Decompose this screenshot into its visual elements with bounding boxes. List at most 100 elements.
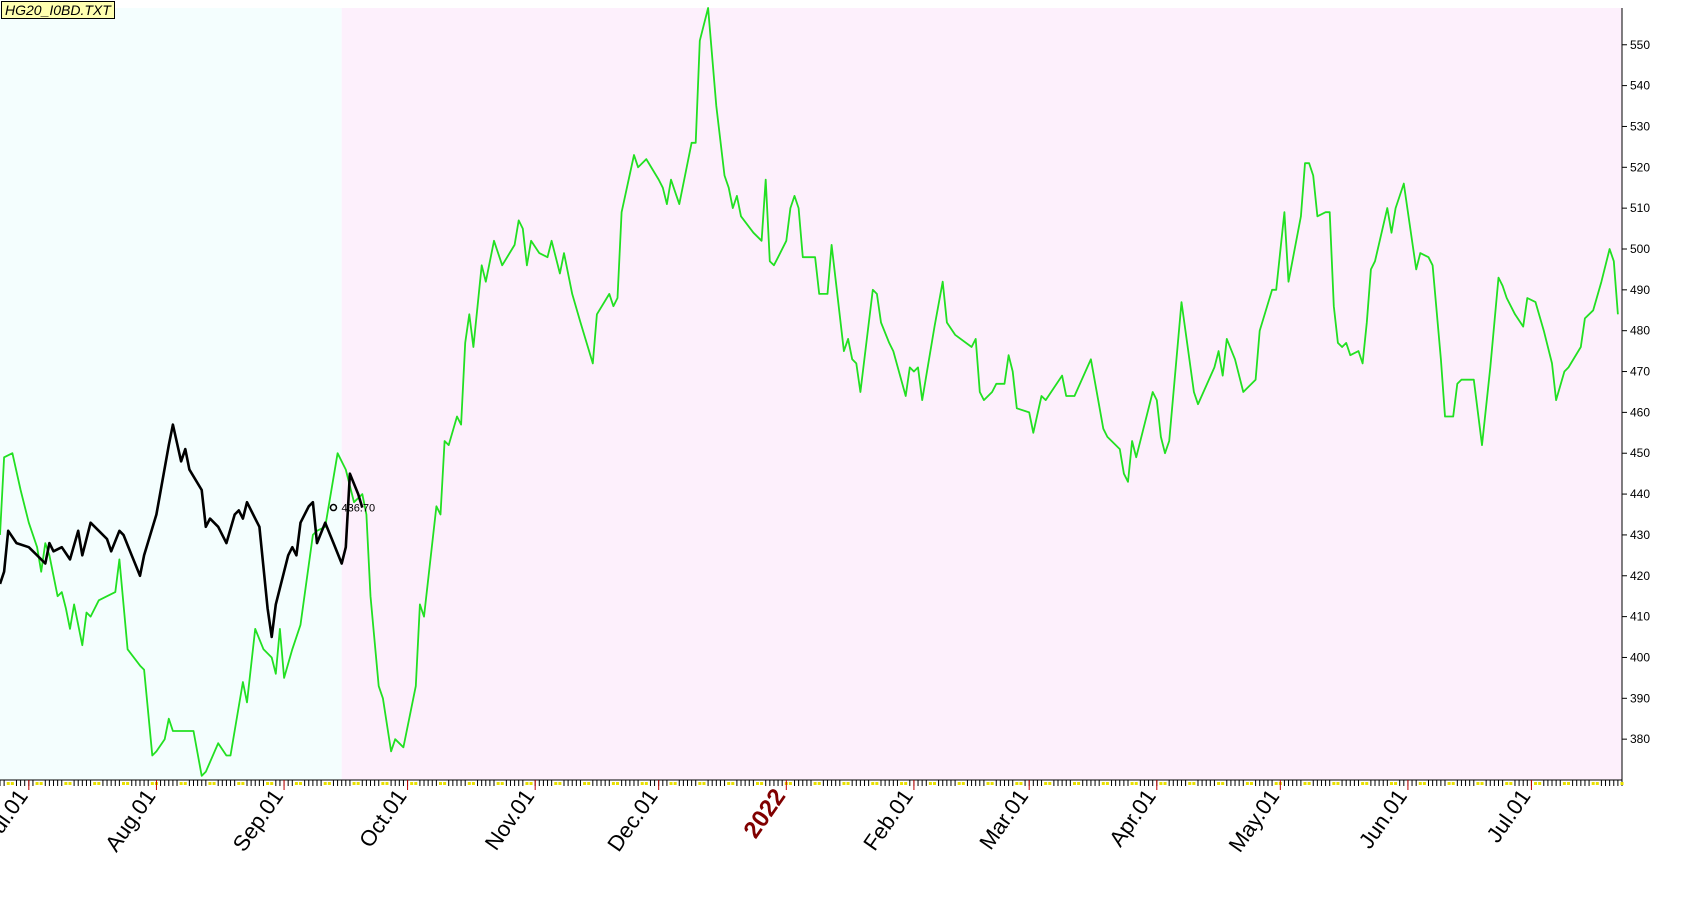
weekend-tick (1480, 782, 1484, 785)
projection-background (341, 8, 1622, 780)
weekend-tick (10, 782, 14, 785)
y-tick-label: 490 (1630, 283, 1650, 297)
weekend-tick (270, 782, 274, 785)
weekend-tick (1307, 782, 1311, 785)
y-tick-label: 420 (1630, 569, 1650, 583)
weekend-tick (1562, 782, 1566, 785)
weekend-tick (702, 782, 706, 785)
weekend-tick (529, 782, 533, 785)
weekend-tick (1509, 782, 1513, 785)
x-tick-label: Nov.01 (480, 785, 540, 855)
weekend-tick (813, 782, 817, 785)
weekend-tick (438, 782, 442, 785)
weekend-tick (1336, 782, 1340, 785)
weekend-tick (294, 782, 298, 785)
weekend-tick (1418, 782, 1422, 785)
weekend-tick (68, 782, 72, 785)
weekend-tick (1538, 782, 1542, 785)
x-tick-label: Aug.01 (100, 785, 160, 856)
weekend-tick (900, 782, 904, 785)
weekend-tick (583, 782, 587, 785)
weekend-tick (1245, 782, 1249, 785)
weekend-tick (1394, 782, 1398, 785)
weekend-tick (1019, 782, 1023, 785)
weekend-tick (1476, 782, 1480, 785)
weekend-tick (1451, 782, 1455, 785)
weekend-tick (1163, 782, 1167, 785)
weekend-tick (611, 782, 615, 785)
weekend-tick (1130, 782, 1134, 785)
series-layer (0, 7, 1619, 777)
y-tick-label: 390 (1630, 691, 1650, 705)
x-tick-label-year: 2022 (738, 784, 791, 843)
y-axis: 380 390 400 410 420 430 440 450 460 470 480 490 500 5… (1621, 8, 1650, 786)
weekend-tick (731, 782, 735, 785)
weekend-tick (1591, 782, 1595, 785)
x-tick-label: May.01 (1223, 785, 1284, 857)
y-tick-label: 380 (1630, 732, 1650, 746)
weekend-tick (1249, 782, 1253, 785)
weekend-tick (1274, 782, 1278, 785)
weekend-tick (496, 782, 500, 785)
weekend-tick (760, 782, 764, 785)
weekend-tick (414, 782, 418, 785)
weekend-tick (1595, 782, 1599, 785)
weekend-tick (875, 782, 879, 785)
weekend-tick (1077, 782, 1081, 785)
x-tick-label: Sep.01 (228, 785, 288, 856)
weekend-tick (1048, 782, 1052, 785)
weekend-tick (755, 782, 759, 785)
weekend-tick (1303, 782, 1307, 785)
history-background (0, 8, 342, 780)
y-tick-label: 430 (1630, 528, 1650, 542)
weekend-tick (525, 782, 529, 785)
weekend-tick (1015, 782, 1019, 785)
y-tick-label: 520 (1630, 160, 1650, 174)
x-tick-label: Jul.01 (0, 785, 33, 847)
weekend-tick (558, 782, 562, 785)
y-tick-label: 440 (1630, 487, 1650, 501)
weekend-tick (1192, 782, 1196, 785)
weekend-tick (587, 782, 591, 785)
weekend-tick (1105, 782, 1109, 785)
weekend-tick (64, 782, 68, 785)
weekend-tick (1134, 782, 1138, 785)
y-tick-label: 500 (1630, 242, 1650, 256)
last-value-marker: 436.70 (329, 503, 375, 515)
last-value-dot (329, 503, 338, 512)
weekend-tick (1072, 782, 1076, 785)
file-name-label: HG20_I0BD.TXT (1, 1, 115, 19)
series-line-green (0, 7, 1619, 777)
weekend-tick (1365, 782, 1369, 785)
weekend-tick (381, 782, 385, 785)
y-tick-label: 460 (1630, 405, 1650, 419)
weekend-tick (126, 782, 130, 785)
weekend-tick (1566, 782, 1570, 785)
weekend-tick (122, 782, 126, 785)
weekend-tick (39, 782, 43, 785)
weekend-tick (1620, 782, 1624, 785)
weekend-tick (554, 782, 558, 785)
weekend-tick (327, 782, 331, 785)
weekend-tick (957, 782, 961, 785)
weekend-tick (241, 782, 245, 785)
y-tick-label: 450 (1630, 446, 1650, 460)
weekend-tick (1044, 782, 1048, 785)
weekend-tick (183, 782, 187, 785)
y-tick-label: 480 (1630, 324, 1650, 338)
weekend-tick (6, 782, 10, 785)
weekend-tick (669, 782, 673, 785)
weekend-tick (846, 782, 850, 785)
x-tick-label: Jun.01 (1354, 785, 1412, 853)
weekend-tick (933, 782, 937, 785)
weekend-tick (443, 782, 447, 785)
y-tick-label: 410 (1630, 610, 1650, 624)
weekend-tick (500, 782, 504, 785)
x-tick-label: Apr.01 (1104, 785, 1161, 851)
weekend-tick (871, 782, 875, 785)
weekend-tick (471, 782, 475, 785)
x-tick-label: Feb.01 (858, 785, 918, 855)
y-tick-label: 470 (1630, 365, 1650, 379)
weekend-tick (986, 782, 990, 785)
